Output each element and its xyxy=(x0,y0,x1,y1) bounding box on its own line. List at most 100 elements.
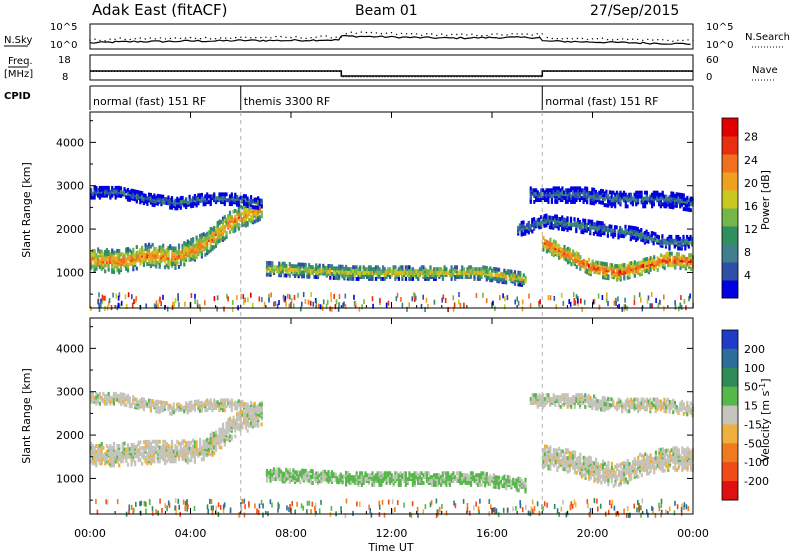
scatter-cell xyxy=(206,242,208,246)
scatter-cell xyxy=(182,196,184,200)
nsearch-point xyxy=(351,32,352,33)
noise-cell xyxy=(128,292,130,297)
nsearch-point xyxy=(476,35,477,36)
nsearch-point xyxy=(592,38,593,39)
scatter-cell xyxy=(250,195,252,199)
nsearch-tick-top: 10^5 xyxy=(706,22,733,33)
scatter-cell xyxy=(173,402,175,406)
scatter-cell xyxy=(668,247,670,251)
nsearch-point xyxy=(391,32,392,33)
noise-cell xyxy=(232,300,234,305)
scatter-cell xyxy=(398,277,400,281)
noise-cell xyxy=(624,298,626,303)
scatter-cell xyxy=(452,471,454,475)
scatter-cell xyxy=(684,247,686,251)
nsearch-point xyxy=(396,34,397,35)
scatter-cell xyxy=(113,442,115,446)
nsearch-point xyxy=(527,33,528,34)
nsearch-point xyxy=(185,37,186,38)
nsearch-point xyxy=(270,37,271,38)
nsearch-point xyxy=(104,40,105,41)
nsearch-point xyxy=(567,38,568,39)
scatter-cell xyxy=(254,402,256,406)
scatter-cell xyxy=(575,227,577,231)
nsearch-point xyxy=(150,37,151,38)
noise-cell xyxy=(463,303,465,308)
scatter-cell xyxy=(136,267,138,271)
noise-cell xyxy=(259,297,261,302)
scatter-cell xyxy=(136,245,138,249)
noise-cell xyxy=(599,305,601,310)
noise-cell xyxy=(458,300,460,305)
noise-cell xyxy=(236,295,238,300)
nsearch-point xyxy=(446,35,447,36)
noise-cell xyxy=(454,302,456,307)
nsearch-point xyxy=(562,38,563,39)
scatter-cell xyxy=(134,460,136,464)
scatter-cell xyxy=(206,246,208,250)
nsearch-point xyxy=(506,34,507,35)
scatter-cell xyxy=(429,265,431,269)
nsearch-point xyxy=(436,35,437,36)
nsearch-point xyxy=(114,39,115,40)
noise-cell xyxy=(305,299,307,304)
scatter-cell xyxy=(159,459,161,463)
nsearch-point xyxy=(245,37,246,38)
nsearch-point xyxy=(456,34,457,35)
scatter-cell xyxy=(127,463,129,467)
nsearch-point xyxy=(275,36,276,37)
noise-cell xyxy=(530,303,532,308)
noise-cell xyxy=(191,293,193,298)
scatter-cell xyxy=(266,479,268,483)
noise-cell xyxy=(297,293,299,298)
nsearch-point xyxy=(300,37,301,38)
scatter-cell xyxy=(222,423,224,427)
station-title: Adak East (fitACF) xyxy=(92,1,227,19)
noise-cell xyxy=(522,300,524,305)
nsky-tick-bottom: 10^0 xyxy=(50,40,77,51)
noise-cell xyxy=(634,300,636,305)
noise-cell xyxy=(136,296,138,301)
noise-cell xyxy=(104,306,106,311)
scatter-cell xyxy=(319,264,321,268)
scatter-cell xyxy=(401,265,403,269)
noise-cell xyxy=(184,302,186,307)
noise-cell xyxy=(561,293,563,298)
scatter-cell xyxy=(150,409,152,413)
scatter-cell xyxy=(123,442,125,446)
scatter-cell xyxy=(129,396,131,400)
nsearch-point xyxy=(295,36,296,37)
scatter-cell xyxy=(261,199,263,203)
noise-cell xyxy=(684,299,686,304)
scatter-cell xyxy=(356,471,358,475)
noise-cell xyxy=(125,294,127,299)
noise-cell xyxy=(408,302,410,307)
scatter-cell xyxy=(213,451,215,455)
noise-cell xyxy=(102,295,104,300)
scatter-cell xyxy=(371,277,373,281)
noise-cell xyxy=(422,295,424,300)
noise-cell xyxy=(115,294,117,299)
scatter-cell xyxy=(139,458,141,462)
nsearch-point xyxy=(120,37,121,38)
scatter-cell xyxy=(215,430,217,434)
scatter-cell xyxy=(451,277,453,281)
scatter-cell xyxy=(570,217,572,221)
scatter-cell xyxy=(171,196,173,200)
nsearch-point xyxy=(94,39,95,40)
nsearch-point xyxy=(501,34,502,35)
nsearch-point xyxy=(496,33,497,34)
scatter-cell xyxy=(104,269,106,273)
scatter-cell xyxy=(101,462,103,466)
noise-cell xyxy=(634,295,636,300)
freq-panel: Freq. [MHz] 18 8 60 0 Nave xyxy=(4,55,778,83)
scatter-cell xyxy=(607,274,609,278)
scatter-cell xyxy=(108,268,110,272)
scatter-cell xyxy=(122,459,124,463)
cpid-label: CPID xyxy=(4,91,31,102)
scatter-cell xyxy=(664,266,666,270)
noise-cell xyxy=(227,296,229,301)
noise-cell xyxy=(554,296,556,301)
scatter-cell xyxy=(180,206,182,210)
